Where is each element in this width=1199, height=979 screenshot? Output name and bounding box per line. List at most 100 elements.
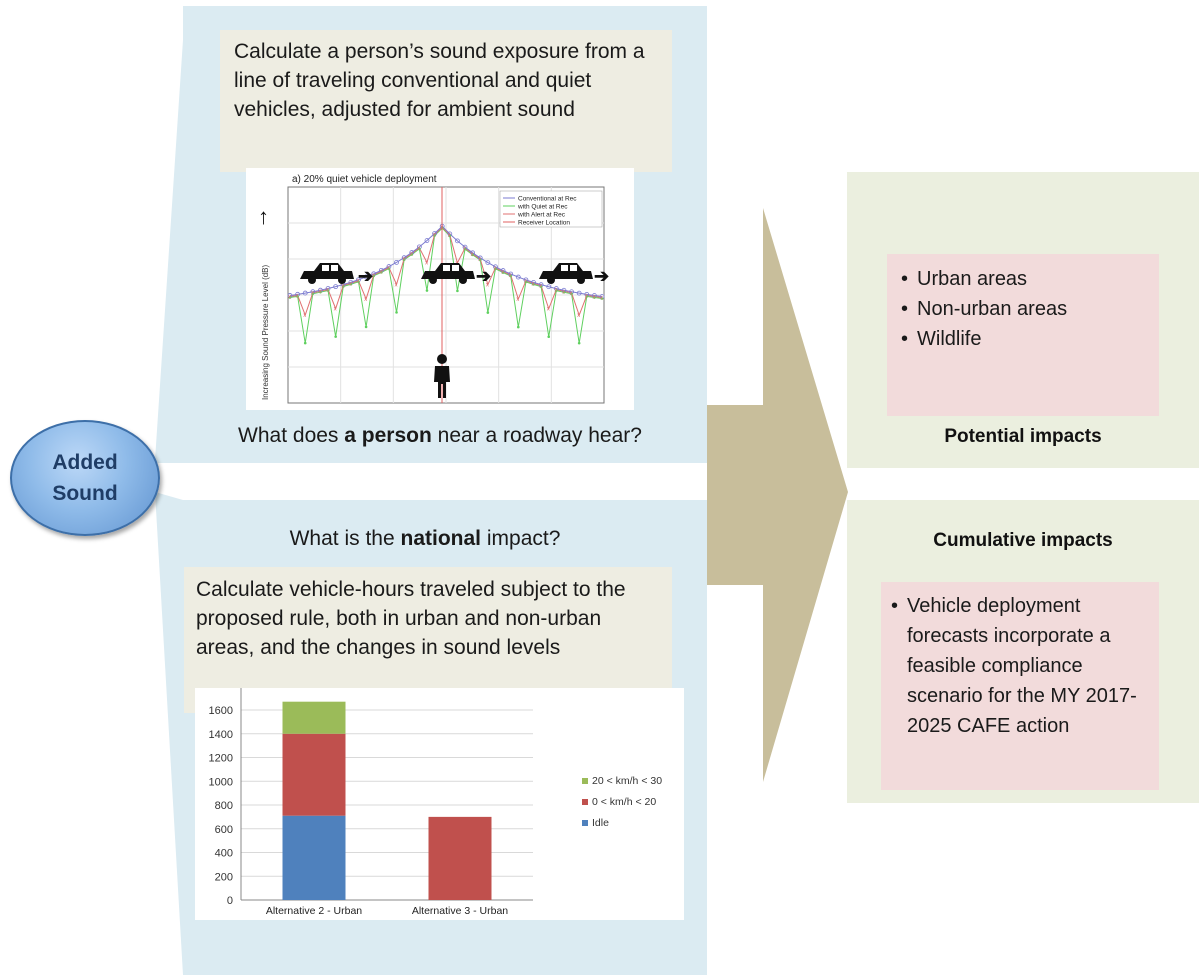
data-point [463,247,467,251]
person-icon [434,354,450,398]
data-point [296,295,299,298]
list-item: Non-urban areas [901,294,1145,324]
data-point: x [364,297,367,303]
bottom-question: What is the national impact? [165,527,685,551]
bar [428,816,492,900]
data-point [425,289,429,292]
potential-impacts-panel: Urban areas Non-urban areas Wildlife Pot… [847,172,1199,468]
data-point [555,289,558,292]
data-point: x [448,233,451,239]
legend-entry: 0 < km/h < 20 [592,796,656,808]
data-point: x [463,246,466,252]
data-point: x [554,288,557,294]
data-point: x [311,291,314,297]
data-point [303,341,307,345]
legend-swatch [582,799,588,805]
data-point [288,296,292,299]
data-point [515,274,521,280]
data-point [311,292,315,296]
data-point: x [387,266,390,272]
y-tick-label: 400 [215,848,233,860]
data-point: x [570,291,573,297]
data-point [486,311,490,314]
list-item: Vehicle deployment forecasts incorporate… [891,591,1149,741]
data-point: x [539,284,542,290]
data-point: x [341,284,344,290]
data-point [333,284,339,290]
data-point [501,271,505,274]
data-point: x [326,287,329,293]
vehicle-hours-chart: 0 200 400 600 800 1000 1200 1400 1600 Alternative… [195,688,684,920]
data-point [516,325,520,329]
potential-impacts-heading: Potential impacts [944,426,1102,447]
data-point [372,274,376,278]
y-tick-label: 1400 [209,729,233,741]
data-point [349,282,353,286]
cumulative-impacts-box: Vehicle deployment forecasts incorporate… [881,582,1159,790]
data-point [471,253,474,257]
x-tick-label: Alternative 3 - Urban [412,905,508,917]
potential-impacts-list: Urban areas Non-urban areas Wildlife [887,254,1159,416]
data-point [357,280,360,284]
y-tick-label: 0 [227,895,233,907]
data-point: x [471,252,474,258]
car-icon [539,263,593,284]
data-point: x [433,233,436,239]
y-tick-label: 1200 [209,753,233,765]
data-point: x [395,282,398,288]
data-point: x [516,297,519,303]
top-question-pre: What does [238,424,345,447]
big-arrow [707,208,848,782]
data-point [600,297,604,300]
data-point: x [318,289,321,295]
data-point [593,296,596,299]
legend-entry: Idle [592,817,609,829]
y-tick-label: 200 [215,871,233,883]
added-sound-line2: Sound [52,482,118,505]
data-point [509,274,512,278]
data-point [570,292,573,296]
data-point [424,238,430,243]
data-point [433,234,436,237]
bottom-question-post: impact? [481,527,561,550]
data-point [577,341,581,345]
data-point [394,259,399,265]
y-tick-label: 1000 [209,776,233,788]
data-point: x [493,266,496,272]
legend-entry: with Quiet at Rec [517,204,568,211]
car-icon [421,263,475,284]
sound-exposure-svg: a) 20% quiet vehicle deployment Increasi… [258,174,609,404]
data-point: x [410,252,413,258]
bottom-question-bold: national [400,527,482,550]
data-point [455,238,460,244]
data-point: x [296,293,299,299]
y-axis-label: Increasing Sound Pressure Level (dB) [261,264,270,400]
data-point [326,289,330,292]
data-point [448,234,452,238]
data-point: x [486,283,489,289]
top-question: What does a person near a roadway hear? [180,424,700,448]
data-point [494,267,497,271]
data-point: x [372,273,375,279]
data-point [380,271,383,274]
vehicle-hours-svg: 0 200 400 600 800 1000 1200 1400 1600 Alternative… [209,688,662,917]
legend-entry: Conventional at Rec [518,196,577,203]
data-point: x [303,313,306,319]
sound-exposure-chart: a) 20% quiet vehicle deployment Increasi… [246,168,634,410]
data-point [478,258,482,262]
data-point [524,280,528,284]
data-point: x [585,293,588,299]
legend-entry: Receiver Location [518,220,570,227]
chart-title: a) 20% quiet vehicle deployment [292,174,437,185]
data-point: x [356,279,359,285]
data-point [532,283,535,286]
legend-entry: 20 < km/h < 30 [592,775,662,787]
data-point [576,290,582,296]
data-point [363,274,369,280]
legend-box [499,190,603,228]
data-point: x [288,294,291,300]
cumulative-impacts-panel: Cumulative impacts Vehicle deployment fo… [847,500,1199,803]
data-point [302,290,308,296]
